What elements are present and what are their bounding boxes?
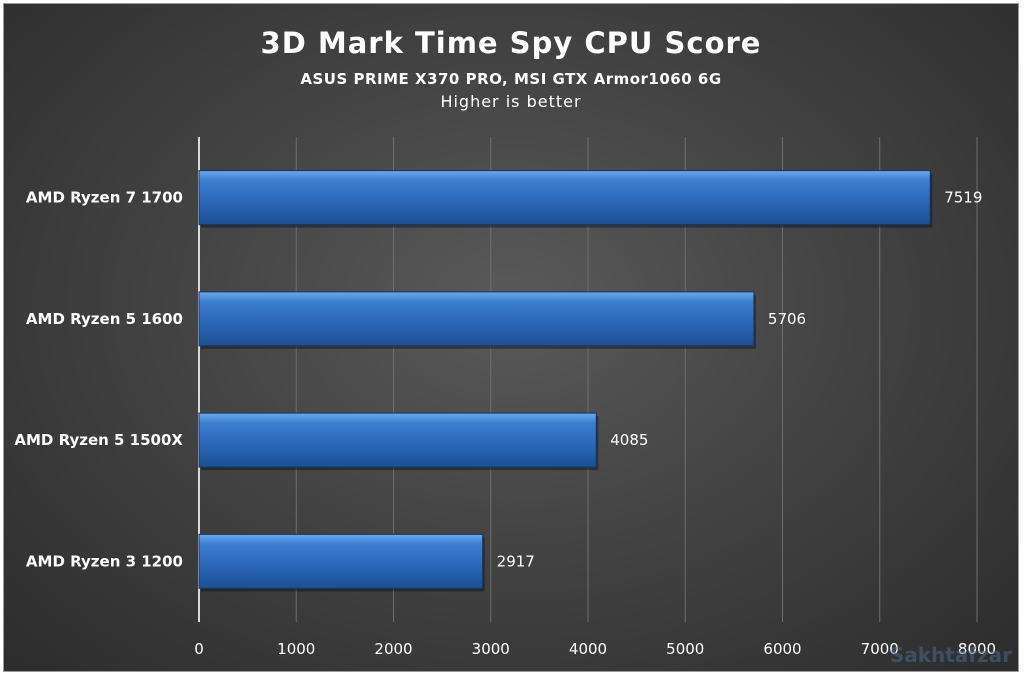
category-label: AMD Ryzen 7 1700 — [26, 189, 183, 207]
bar — [198, 170, 931, 226]
data-label: 7519 — [944, 189, 982, 207]
chart-frame: 3D Mark Time Spy CPU Score ASUS PRIME X3… — [3, 3, 1019, 672]
category-label: AMD Ryzen 3 1200 — [26, 552, 183, 570]
x-tick-label: 4000 — [569, 640, 607, 658]
data-label: 5706 — [768, 310, 806, 328]
chart-subtitle: ASUS PRIME X370 PRO, MSI GTX Armor1060 6… — [300, 70, 722, 88]
x-tick-label: 1000 — [277, 640, 315, 658]
x-tick-label: 3000 — [472, 640, 510, 658]
category-label: AMD Ryzen 5 1500X — [14, 431, 183, 449]
x-tick-label: 5000 — [666, 640, 704, 658]
bar — [198, 291, 755, 347]
x-tick-label: 0 — [194, 640, 204, 658]
x-tick-label: 2000 — [374, 640, 412, 658]
x-tick-label: 8000 — [958, 640, 996, 658]
plot-area: 0 1000 2000 3000 4000 5000 6000 7000 8000 AMD Ryz… — [14, 137, 996, 658]
x-tick-label: 6000 — [763, 640, 801, 658]
category-label: AMD Ryzen 5 1600 — [26, 310, 183, 328]
watermark-logo: Sakhtafzar — [889, 643, 1012, 667]
bar — [198, 412, 597, 468]
bar — [198, 533, 484, 589]
x-tick-label: 7000 — [861, 640, 899, 658]
data-label: 4085 — [610, 431, 648, 449]
chart-note: Higher is better — [440, 92, 582, 111]
data-label: 2917 — [497, 552, 535, 570]
chart-title: 3D Mark Time Spy CPU Score — [260, 26, 762, 60]
